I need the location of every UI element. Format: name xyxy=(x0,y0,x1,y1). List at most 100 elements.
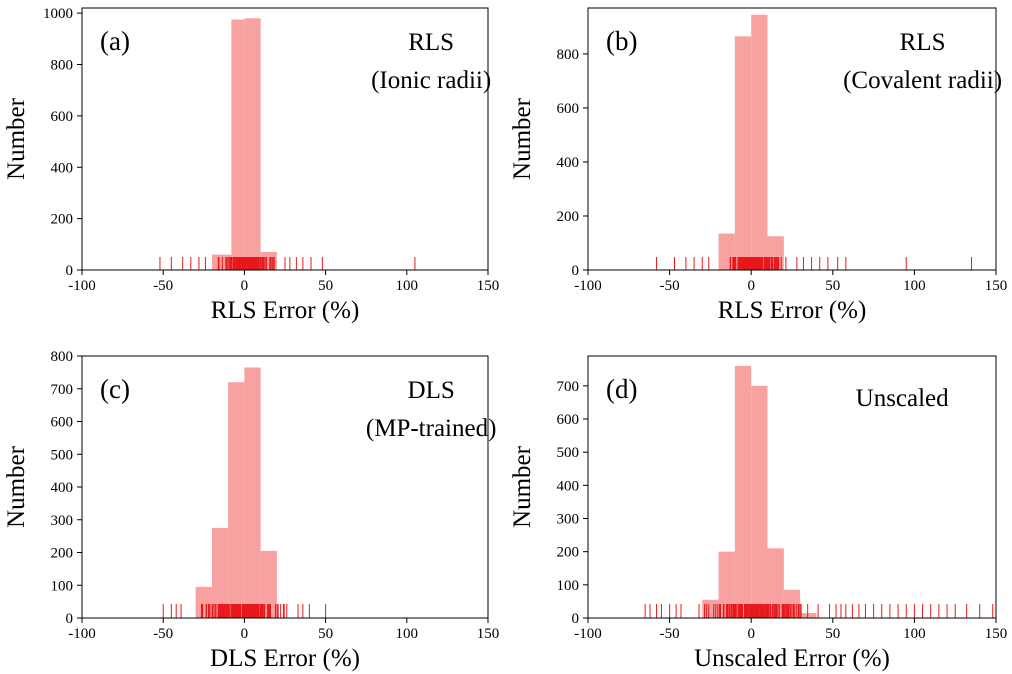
panel-label: (d) xyxy=(606,374,637,404)
x-tick-label: -100 xyxy=(574,626,602,642)
y-tick-label: 800 xyxy=(51,58,74,74)
y-tick-label: 400 xyxy=(51,160,74,176)
histogram-bar xyxy=(244,367,261,618)
histogram-bar xyxy=(211,527,229,618)
y-axis-label: Number xyxy=(3,445,30,528)
panel-d: -100 -50 0 50 100 150 0 100 200 300 400 500 600 700 (… xyxy=(509,355,1008,672)
y-tick-label: 200 xyxy=(557,545,580,561)
chart-title: RLS xyxy=(408,29,454,56)
x-tick-label: 50 xyxy=(825,278,840,294)
x-tick-label: 100 xyxy=(903,278,926,294)
y-tick-label: 0 xyxy=(572,611,580,627)
y-tick-label: 300 xyxy=(51,513,74,529)
y-tick-label: 600 xyxy=(51,109,74,125)
chart-title: DLS xyxy=(408,377,455,404)
y-tick-label: 1000 xyxy=(43,6,73,22)
x-tick-label: -50 xyxy=(153,278,173,294)
y-tick-label: 800 xyxy=(557,47,580,63)
chart-subtitle: (MP-trained) xyxy=(366,415,497,442)
chart-title: Unscaled xyxy=(856,385,950,412)
y-tick-label: 700 xyxy=(51,382,74,398)
rug-ticks xyxy=(159,257,416,270)
histogram-bar xyxy=(734,36,752,270)
histogram-bar xyxy=(800,613,817,618)
y-tick-label: 600 xyxy=(557,412,580,428)
x-axis-label: DLS Error (%) xyxy=(210,645,360,672)
y-tick-label: 800 xyxy=(51,349,74,365)
x-tick-label: 150 xyxy=(477,278,500,294)
histogram-bar xyxy=(231,19,245,270)
x-tick-label: -100 xyxy=(574,278,602,294)
rug-ticks xyxy=(162,604,327,618)
chart-title: RLS xyxy=(900,29,946,56)
chart-subtitle: (Covalent radii) xyxy=(843,67,1002,94)
rug-ticks xyxy=(644,604,994,618)
y-tick-label: 500 xyxy=(51,447,74,463)
x-tick-label: 0 xyxy=(747,278,755,294)
x-tick-label: -100 xyxy=(68,626,96,642)
histogram-bars xyxy=(718,14,784,270)
y-tick-label: 600 xyxy=(51,415,74,431)
y-tick-label: 0 xyxy=(572,263,580,279)
x-tick-label: -100 xyxy=(68,278,96,294)
y-axis-label: Number xyxy=(3,97,30,180)
panel-label: (b) xyxy=(606,26,637,56)
panel-label: (c) xyxy=(100,374,130,404)
x-axis-label: RLS Error (%) xyxy=(211,297,360,324)
panel-b: -100 -50 0 50 100 150 0 200 400 600 800 (b) RLS (C… xyxy=(509,7,1008,324)
y-tick-label: 600 xyxy=(557,101,580,117)
x-tick-label: 50 xyxy=(825,626,840,642)
x-tick-label: 0 xyxy=(747,626,755,642)
x-tick-label: 50 xyxy=(318,278,333,294)
plot-frame xyxy=(587,7,997,271)
axis-ticks: -100 -50 0 50 100 150 0 200 400 600 800 xyxy=(557,47,1008,294)
x-tick-label: 100 xyxy=(396,626,419,642)
histogram-bar xyxy=(260,550,277,618)
x-tick-label: 0 xyxy=(241,278,249,294)
histogram-bars xyxy=(211,18,277,271)
y-tick-label: 500 xyxy=(557,445,580,461)
plot-frame xyxy=(81,7,489,271)
x-tick-label: 0 xyxy=(241,626,249,642)
rug-ticks xyxy=(656,257,973,270)
panel-a: -100 -50 0 50 100 150 0 200 400 600 800 1000 (a) RL… xyxy=(3,6,499,324)
plot-frame xyxy=(587,355,997,619)
axis-ticks: -100 -50 0 50 100 150 0 100 200 300 400 500 600 700 xyxy=(557,379,1008,642)
y-axis-label: Number xyxy=(509,97,536,180)
x-tick-label: 150 xyxy=(985,278,1008,294)
x-tick-label: 100 xyxy=(903,626,926,642)
y-tick-label: 200 xyxy=(51,212,74,228)
x-axis-label: RLS Error (%) xyxy=(718,297,867,324)
histogram-bars xyxy=(702,365,817,618)
y-tick-label: 200 xyxy=(557,209,580,225)
panel-c: -100 -50 0 50 100 150 0 100 200 300 400 500 600 700 80… xyxy=(3,349,499,672)
histogram-bar xyxy=(751,385,768,618)
y-tick-label: 400 xyxy=(557,155,580,171)
y-axis-label: Number xyxy=(509,445,536,528)
histogram-bar xyxy=(751,14,768,270)
histogram-bar xyxy=(734,365,752,618)
axis-ticks: -100 -50 0 50 100 150 0 200 400 600 800 1000 xyxy=(43,6,499,294)
chart-subtitle: (Ionic radii) xyxy=(371,67,491,94)
x-tick-label: 50 xyxy=(318,626,333,642)
y-tick-label: 300 xyxy=(557,512,580,528)
x-tick-label: 150 xyxy=(477,626,500,642)
y-tick-label: 0 xyxy=(66,263,74,279)
x-tick-label: -50 xyxy=(660,626,680,642)
histogram-bar xyxy=(195,586,212,618)
x-tick-label: -50 xyxy=(153,626,173,642)
y-tick-label: 200 xyxy=(51,546,74,562)
x-tick-label: -50 xyxy=(660,278,680,294)
panel-label: (a) xyxy=(100,26,130,56)
y-tick-label: 700 xyxy=(557,379,580,395)
y-tick-label: 400 xyxy=(557,478,580,494)
y-tick-label: 100 xyxy=(557,578,580,594)
histogram-bar xyxy=(718,551,735,618)
histogram-bar xyxy=(244,18,261,271)
y-tick-label: 100 xyxy=(51,578,74,594)
histogram-bars xyxy=(195,367,277,618)
histogram-bar xyxy=(228,382,245,618)
y-tick-label: 0 xyxy=(66,611,74,627)
x-tick-label: 100 xyxy=(396,278,419,294)
